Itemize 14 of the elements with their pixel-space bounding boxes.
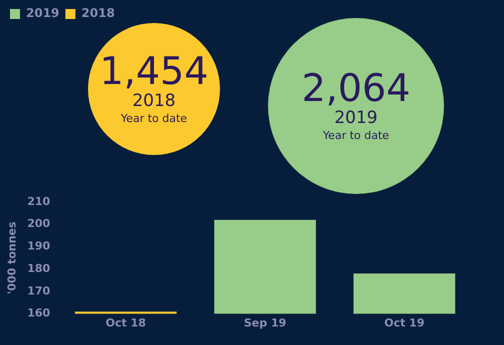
x-tick-label: Sep 19 <box>244 316 286 330</box>
x-tick-label: Oct 19 <box>384 316 424 330</box>
y-tick-label: 160 <box>27 306 50 320</box>
y-tick-label: 210 <box>27 194 50 208</box>
y-tick-label: 170 <box>27 284 50 298</box>
circle-badge: 1,454 2018 Year to date <box>88 23 220 155</box>
y-axis-title: '000 tonnes <box>5 221 18 294</box>
legend-label: 2019 <box>26 6 60 20</box>
x-tick-label: Oct 18 <box>106 316 146 330</box>
y-tick-label: 200 <box>27 217 50 230</box>
legend-label: 2018 <box>81 6 115 20</box>
circle-badge: 2,064 2019 Year to date <box>268 18 444 194</box>
y-tick-label: 180 <box>27 262 50 275</box>
y-tick-label: 190 <box>27 240 50 253</box>
